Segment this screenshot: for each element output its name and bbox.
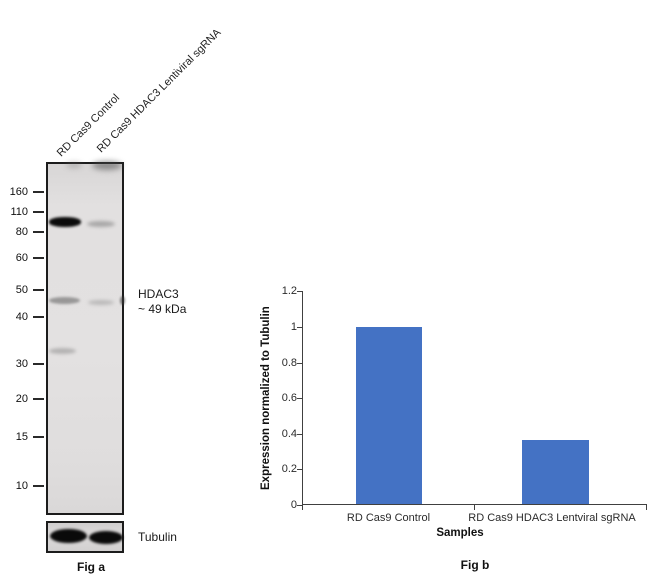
band-smudge-lane2-top <box>92 161 122 170</box>
mw-marker-label: 80 <box>15 226 28 238</box>
loading-control-membrane <box>46 521 124 553</box>
mw-tick-line <box>33 398 44 400</box>
mw-tick-line <box>33 485 44 487</box>
y-tick-label: 1 <box>290 321 297 333</box>
loading-control-label: Tubulin <box>138 530 177 544</box>
y-tick-label: 1.2 <box>281 285 297 297</box>
band-faint-lane2 <box>87 221 115 227</box>
mw-marker-label: 110 <box>10 206 28 218</box>
x-tick-mark <box>474 505 475 510</box>
mw-marker-row: 80 <box>0 225 46 239</box>
mw-marker-label: 20 <box>15 393 28 405</box>
lane-label-control: RD Cas9 Control <box>54 92 123 160</box>
band-tubulin-lane1 <box>50 529 87 543</box>
y-tick-mark <box>297 469 302 470</box>
y-tick-mark <box>297 505 302 506</box>
y-tick-mark <box>297 363 302 364</box>
mw-tick-line <box>33 257 44 259</box>
band-speck-edge <box>120 296 125 305</box>
target-annotation: HDAC3 ~ 49 kDa <box>138 287 186 317</box>
y-tick-label: 0.2 <box>281 463 297 475</box>
mw-marker-label: 10 <box>15 480 28 492</box>
mw-marker-row: 40 <box>0 310 46 324</box>
x-category-label-sgrna: RD Cas9 HDAC3 Lentviral sgRNA <box>468 512 636 524</box>
mw-marker-row: 30 <box>0 357 46 371</box>
mw-marker-row: 50 <box>0 283 46 297</box>
y-tick-label: 0.8 <box>281 357 297 369</box>
fig-b-caption: Fig b <box>460 558 490 572</box>
band-strong-lane1 <box>49 217 81 227</box>
y-tick-mark <box>297 434 302 435</box>
band-smudge-lane1-top <box>66 162 82 168</box>
target-size: ~ 49 kDa <box>138 302 187 316</box>
x-tick-mark <box>302 505 303 510</box>
mw-tick-line <box>33 211 44 213</box>
mw-marker-label: 60 <box>15 252 28 264</box>
mw-tick-line <box>33 289 44 291</box>
mw-marker-row: 15 <box>0 430 46 444</box>
mw-marker-row: 160 <box>0 185 46 199</box>
band-tubulin-lane2 <box>89 531 123 544</box>
x-axis-title: Samples <box>436 527 484 539</box>
chart-plot-area <box>302 291 647 505</box>
mw-marker-label: 50 <box>15 284 28 296</box>
mw-tick-line <box>33 316 44 318</box>
band-hdac3-lane2 <box>88 300 114 305</box>
mw-tick-line <box>33 363 44 365</box>
mw-marker-label: 160 <box>9 186 28 198</box>
bar-rd-cas9-hdac3-sgrna <box>522 440 589 504</box>
y-tick-mark <box>297 327 302 328</box>
y-tick-mark <box>297 291 302 292</box>
mw-marker-label: 30 <box>15 358 28 370</box>
x-category-label-control: RD Cas9 Control <box>346 512 431 524</box>
lane-label-sgrna: RD Cas9 HDAC3 Lentiviral sgRNA <box>94 26 224 156</box>
mw-marker-label: 15 <box>15 431 28 443</box>
bar-rd-cas9-control <box>356 326 422 504</box>
mw-tick-line <box>33 436 44 438</box>
x-tick-mark <box>646 505 647 510</box>
mw-marker-row: 110 <box>0 205 46 219</box>
mw-marker-row: 10 <box>0 479 46 493</box>
y-tick-mark <box>297 398 302 399</box>
mw-marker-row: 20 <box>0 392 46 406</box>
mw-tick-line <box>33 191 44 193</box>
band-faint-lane1-low <box>49 348 76 354</box>
fig-a-caption: Fig a <box>76 560 105 574</box>
blot-membrane <box>46 161 125 515</box>
y-tick-label: 0 <box>290 499 297 511</box>
mw-marker-row: 60 <box>0 251 46 265</box>
target-name: HDAC3 <box>138 287 179 301</box>
mw-tick-line <box>33 231 44 233</box>
mw-marker-label: 40 <box>15 311 28 323</box>
y-tick-label: 0.4 <box>281 428 297 440</box>
band-hdac3-lane1 <box>49 297 80 304</box>
y-tick-label: 0.6 <box>281 392 297 404</box>
